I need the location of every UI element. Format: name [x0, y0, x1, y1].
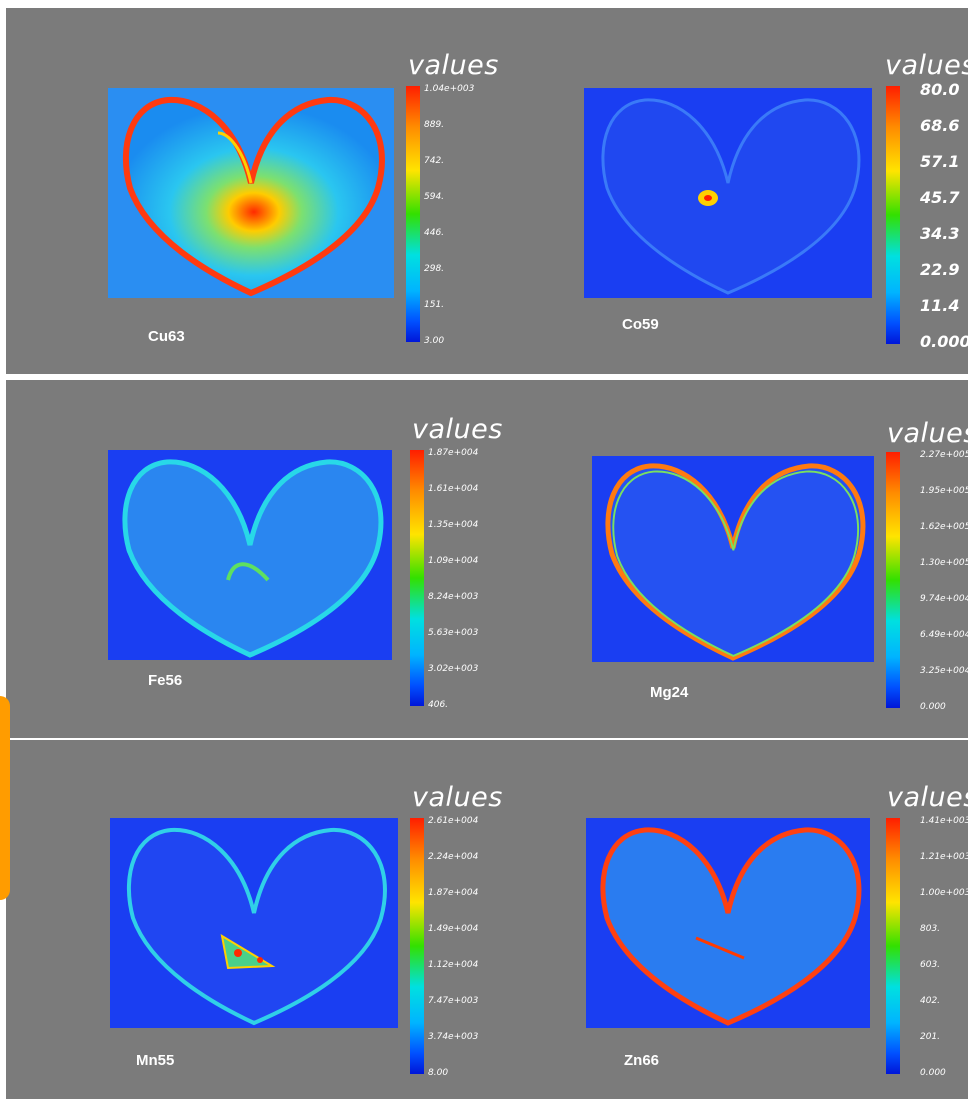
legend-title-fe56: values: [412, 414, 503, 445]
tick-mn55-6: 3.74e+003: [428, 1032, 479, 1042]
tick-co59-0: 80.0: [920, 80, 960, 99]
tick-cu63-6: 151.: [424, 300, 445, 310]
tick-zn66-5: 402.: [920, 996, 941, 1006]
tick-mg24-4: 9.74e+004: [920, 594, 968, 604]
element-label-zn66: Zn66: [624, 1052, 660, 1069]
heart-mg24: [592, 456, 874, 662]
tick-co59-2: 57.1: [920, 152, 960, 171]
tick-cu63-4: 446.: [424, 228, 445, 238]
tick-zn66-7: 0.000: [920, 1068, 946, 1078]
tick-co59-1: 68.6: [920, 116, 960, 135]
tick-fe56-5: 5.63e+003: [428, 628, 479, 638]
tick-mg24-2: 1.62e+005: [920, 522, 968, 532]
colorbar-fe56: [410, 450, 424, 706]
tick-mg24-5: 6.49e+004: [920, 630, 968, 640]
tick-mn55-4: 1.12e+004: [428, 960, 479, 970]
tick-fe56-4: 8.24e+003: [428, 592, 479, 602]
element-label-mn55: Mn55: [136, 1052, 175, 1069]
tick-cu63-3: 594.: [424, 192, 445, 202]
tick-co59-4: 34.3: [920, 224, 960, 243]
tick-mg24-0: 2.27e+005: [920, 450, 968, 460]
heart-co59: [584, 88, 872, 298]
tick-mn55-7: 8.00: [428, 1068, 449, 1078]
tick-zn66-1: 1.21e+003: [920, 852, 968, 862]
colorbar-mg24: [886, 452, 900, 708]
tick-mg24-7: 0.000: [920, 702, 946, 712]
tick-co59-6: 11.4: [920, 296, 960, 315]
colorbar-co59: [886, 86, 900, 344]
tick-cu63-5: 298.: [424, 264, 445, 274]
element-label-cu63: Cu63: [148, 328, 185, 345]
tick-zn66-6: 201.: [920, 1032, 941, 1042]
tick-mn55-2: 1.87e+004: [428, 888, 479, 898]
legend-title-zn66: values: [887, 782, 968, 813]
tick-fe56-7: 406.: [428, 700, 449, 710]
tick-zn66-0: 1.41e+003: [920, 816, 968, 826]
tick-mg24-6: 3.25e+004: [920, 666, 968, 676]
colorbar-mn55: [410, 818, 424, 1074]
side-tab[interactable]: [0, 696, 10, 900]
colorbar-zn66: [886, 818, 900, 1074]
tick-cu63-2: 742.: [424, 156, 445, 166]
legend-title-mn55: values: [412, 782, 503, 813]
element-label-mg24: Mg24: [650, 684, 689, 701]
legend-title-cu63: values: [408, 50, 499, 81]
tick-fe56-1: 1.61e+004: [428, 484, 479, 494]
map-cu63: [108, 88, 394, 298]
tick-co59-7: 0.000: [920, 332, 968, 351]
heart-zn66: [586, 818, 870, 1028]
legend-title-mg24: values: [887, 418, 968, 449]
tick-co59-3: 45.7: [920, 188, 960, 207]
heart-cu63: [108, 88, 394, 298]
tick-mn55-5: 7.47e+003: [428, 996, 479, 1006]
tick-cu63-0: 1.04e+003: [424, 84, 475, 94]
tick-cu63-7: 3.00: [424, 336, 445, 346]
tick-zn66-3: 803.: [920, 924, 941, 934]
heart-mn55: [110, 818, 398, 1028]
tick-cu63-1: 889.: [424, 120, 445, 130]
map-fe56: [108, 450, 392, 660]
tick-fe56-0: 1.87e+004: [428, 448, 479, 458]
tick-zn66-4: 603.: [920, 960, 941, 970]
map-mg24: [592, 456, 874, 662]
map-co59: [584, 88, 872, 298]
tick-mn55-3: 1.49e+004: [428, 924, 479, 934]
heart-fe56: [108, 450, 392, 660]
tick-mg24-1: 1.95e+005: [920, 486, 968, 496]
tick-fe56-6: 3.02e+003: [428, 664, 479, 674]
map-mn55: [110, 818, 398, 1028]
tick-mn55-1: 2.24e+004: [428, 852, 479, 862]
tick-mn55-0: 2.61e+004: [428, 816, 479, 826]
tick-zn66-2: 1.00e+003: [920, 888, 968, 898]
tick-co59-5: 22.9: [920, 260, 960, 279]
tick-fe56-2: 1.35e+004: [428, 520, 479, 530]
element-label-co59: Co59: [622, 316, 659, 333]
colorbar-cu63: [406, 86, 420, 342]
element-label-fe56: Fe56: [148, 672, 183, 689]
tick-fe56-3: 1.09e+004: [428, 556, 479, 566]
map-zn66: [586, 818, 870, 1028]
tick-mg24-3: 1.30e+005: [920, 558, 968, 568]
legend-title-co59: values: [885, 50, 968, 81]
